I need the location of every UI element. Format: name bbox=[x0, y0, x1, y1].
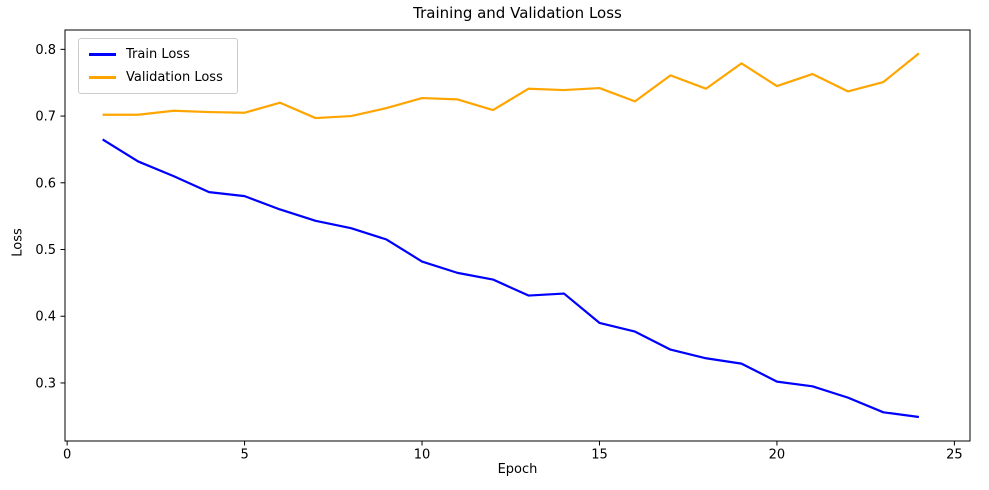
train-loss-line bbox=[102, 138, 920, 419]
plot-frame bbox=[64, 29, 971, 442]
y-tick-label: 0.3 bbox=[35, 376, 56, 391]
legend-label-train: Train Loss bbox=[126, 47, 190, 62]
y-tick-label: 0.6 bbox=[35, 176, 56, 191]
x-tick-label: 15 bbox=[591, 448, 608, 463]
legend-label-validation: Validation Loss bbox=[126, 70, 223, 85]
chart-title: Training and Validation Loss bbox=[413, 4, 622, 22]
x-tick-label: 20 bbox=[769, 448, 786, 463]
y-tick-label: 0.5 bbox=[35, 243, 56, 258]
y-tick-label: 0.4 bbox=[35, 310, 56, 325]
y-axis-label: Loss bbox=[10, 228, 26, 257]
x-axis-label: Epoch bbox=[497, 462, 538, 477]
x-tick-label: 0 bbox=[63, 448, 71, 463]
x-tick-label: 5 bbox=[240, 448, 248, 463]
validation-loss-swatch bbox=[89, 76, 116, 79]
x-tick-label: 10 bbox=[414, 448, 431, 463]
train-loss-swatch bbox=[89, 53, 116, 56]
y-tick-label: 0.8 bbox=[35, 43, 56, 58]
legend-item-validation: Validation Loss bbox=[89, 68, 227, 87]
legend-item-train: Train Loss bbox=[89, 45, 227, 64]
x-tick-label: 25 bbox=[946, 448, 963, 463]
legend: Train Loss Validation Loss bbox=[78, 38, 238, 94]
validation-loss-line bbox=[102, 52, 920, 120]
y-tick-label: 0.7 bbox=[35, 110, 56, 125]
